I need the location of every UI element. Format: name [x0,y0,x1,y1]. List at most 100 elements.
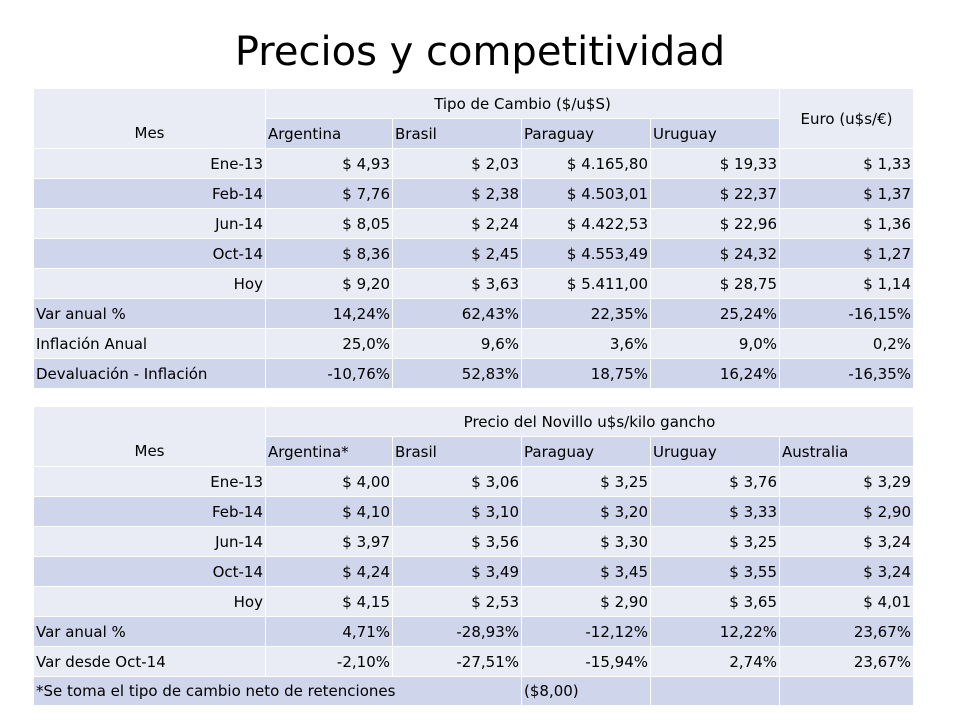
empty-cell [650,676,780,706]
cell: $ 3,10 [392,496,522,527]
cell: 14,24% [265,298,393,329]
empty-cell [778,676,915,706]
header-row: Mes Precio del Novillo u$s/kilo gancho [33,406,915,467]
row-label: Var desde Oct-14 [33,646,266,677]
cell: $ 4,01 [778,586,915,617]
cell: $ 1,27 [779,238,915,269]
table-row: Jun-14 $ 3,97 $ 3,56 $ 3,30 $ 3,25 $ 3,2… [33,526,915,557]
cell: $ 3,65 [650,586,780,617]
cell: $ 2,90 [778,496,915,527]
cell: $ 3,25 [650,526,780,557]
table-row: Oct-14 $ 8,36 $ 2,45 $ 4.553,49 $ 24,32 … [33,238,915,269]
cell: -2,10% [265,646,393,677]
row-label: Feb-14 [33,496,266,527]
cell: 22,35% [521,298,651,329]
group-header: Precio del Novillo u$s/kilo gancho [264,406,915,437]
cell: $ 7,76 [265,178,393,209]
table-row: Jun-14 $ 8,05 $ 2,24 $ 4.422,53 $ 22,96 … [33,208,915,239]
cell: $ 1,14 [779,268,915,299]
cell: -27,51% [392,646,522,677]
column-header: Argentina* [265,436,393,467]
table-row: Feb-14 $ 4,10 $ 3,10 $ 3,20 $ 3,33 $ 2,9… [33,496,915,527]
cell: $ 19,33 [649,148,781,179]
cell: $ 3,56 [392,526,522,557]
column-header: Argentina [265,118,393,149]
cell: $ 3,24 [778,556,915,587]
row-label: Oct-14 [33,556,266,587]
cell: $ 5.411,00 [521,268,651,299]
row-label: Feb-14 [33,178,266,209]
row-label: Inflación Anual [33,328,266,359]
cell: $ 3,25 [521,466,651,497]
column-header-row: Argentina* Brasil Paraguay Uruguay Austr… [34,436,915,467]
cell: 4,71% [265,616,393,647]
cattle-price-table: Mes Precio del Novillo u$s/kilo gancho A… [33,406,915,706]
cell: $ 8,05 [265,208,393,239]
row-label: Jun-14 [33,208,266,239]
column-header: Uruguay [649,118,781,149]
cell: $ 2,45 [392,238,522,269]
column-header: Australia [778,436,915,467]
row-label: Var anual % [33,616,266,647]
cell: $ 1,37 [779,178,915,209]
euro-header: Euro (u$s/€) [779,88,915,149]
header-row: Mes Tipo de Cambio ($/u$S) Euro (u$s/€) [33,88,915,149]
column-header: Paraguay [521,436,651,467]
cell: 2,74% [650,646,780,677]
cell: $ 3,20 [521,496,651,527]
table-row: Hoy $ 4,15 $ 2,53 $ 2,90 $ 3,65 $ 4,01 [33,586,915,617]
row-label: Hoy [33,268,266,299]
cell: $ 3,06 [392,466,522,497]
cell: 9,0% [649,328,781,359]
cell: $ 4,24 [265,556,393,587]
cell: $ 3,76 [650,466,780,497]
mes-header: Mes [33,406,266,467]
cell: 12,22% [650,616,780,647]
cell: $ 22,37 [649,178,781,209]
cell: -15,94% [521,646,651,677]
cell: $ 8,36 [265,238,393,269]
cell: 0,2% [779,328,915,359]
cell: $ 2,90 [521,586,651,617]
cell: $ 3,33 [650,496,780,527]
footnote-text: *Se toma el tipo de cambio neto de reten… [33,676,522,706]
cell: $ 4,15 [265,586,393,617]
cell: 25,0% [265,328,393,359]
cell: $ 3,97 [265,526,393,557]
footnote-row: *Se toma el tipo de cambio neto de reten… [33,676,915,706]
cell: $ 1,33 [779,148,915,179]
cell: $ 4,00 [265,466,393,497]
cell: -12,12% [521,616,651,647]
cell: -16,35% [779,358,915,389]
cell: $ 3,30 [521,526,651,557]
cell: $ 2,53 [392,586,522,617]
cell: $ 3,45 [521,556,651,587]
cell: $ 3,63 [392,268,522,299]
table-row: Inflación Anual 25,0% 9,6% 3,6% 9,0% 0,2… [33,328,915,359]
table-row: Hoy $ 9,20 $ 3,63 $ 5.411,00 $ 28,75 $ 1… [33,268,915,299]
table-row: Devaluación - Inflación -10,76% 52,83% 1… [33,358,915,389]
cell: $ 24,32 [649,238,781,269]
row-label: Jun-14 [33,526,266,557]
row-label: Var anual % [33,298,266,329]
cell: 62,43% [392,298,522,329]
cell: 16,24% [649,358,781,389]
column-header: Brasil [392,436,522,467]
cell: $ 4.422,53 [521,208,651,239]
slide-title: Precios y competitividad [234,29,726,75]
cell: $ 2,24 [392,208,522,239]
table-row: Feb-14 $ 7,76 $ 2,38 $ 4.503,01 $ 22,37 … [33,178,915,209]
cell: 9,6% [392,328,522,359]
table-row: Var anual % 14,24% 62,43% 22,35% 25,24% … [33,298,915,329]
column-header: Paraguay [521,118,651,149]
footnote-value: ($8,00) [521,676,651,706]
cell: $ 4,10 [265,496,393,527]
table-row: Ene-13 $ 4,00 $ 3,06 $ 3,25 $ 3,76 $ 3,2… [33,466,915,497]
table-row: Var anual % 4,71% -28,93% -12,12% 12,22%… [33,616,915,647]
cell: $ 4,93 [265,148,393,179]
cell: -16,15% [779,298,915,329]
cell: $ 2,03 [392,148,522,179]
column-header: Uruguay [650,436,780,467]
mes-header: Mes [33,88,266,149]
cell: 23,67% [778,616,915,647]
